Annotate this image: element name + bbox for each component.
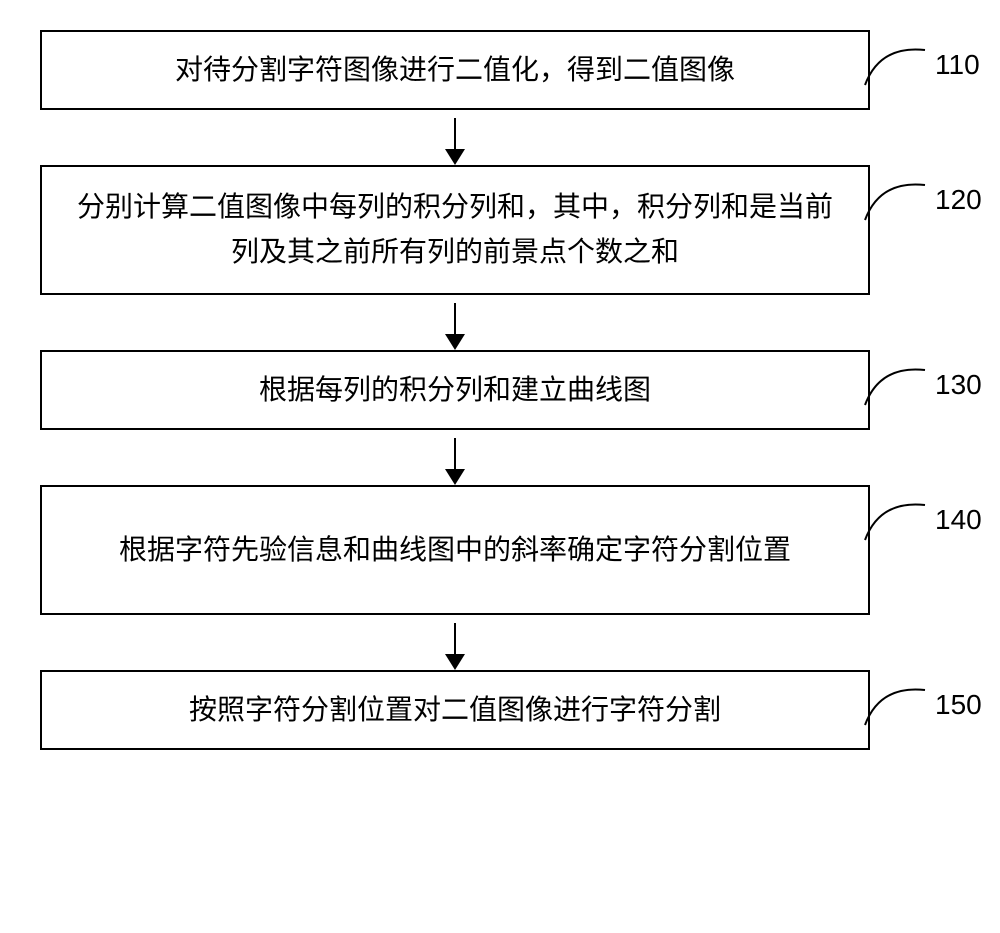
label-text: 140: [935, 504, 982, 536]
flowchart-box-1: 对待分割字符图像进行二值化，得到二值图像: [40, 30, 870, 110]
box-text: 对待分割字符图像进行二值化，得到二值图像: [175, 48, 735, 93]
label-group-2: 120: [860, 175, 982, 225]
arrow-1: [40, 110, 870, 165]
label-curve-icon: [860, 40, 930, 90]
box-text: 按照字符分割位置对二值图像进行字符分割: [189, 688, 721, 733]
label-curve-icon: [860, 175, 930, 225]
box-text: 根据每列的积分列和建立曲线图: [259, 368, 651, 413]
label-group-3: 130: [860, 360, 982, 410]
flowchart-box-2: 分别计算二值图像中每列的积分列和，其中，积分列和是当前列及其之前所有列的前景点个…: [40, 165, 870, 295]
label-group-1: 110: [860, 40, 980, 90]
label-curve-icon: [860, 495, 930, 545]
flowchart-box-4: 根据字符先验信息和曲线图中的斜率确定字符分割位置: [40, 485, 870, 615]
label-curve-icon: [860, 680, 930, 730]
label-curve-icon: [860, 360, 930, 410]
label-text: 110: [935, 49, 980, 81]
box-text: 分别计算二值图像中每列的积分列和，其中，积分列和是当前列及其之前所有列的前景点个…: [72, 185, 838, 275]
arrow-4: [40, 615, 870, 670]
arrow-3: [40, 430, 870, 485]
label-text: 130: [935, 369, 982, 401]
flowchart-box-3: 根据每列的积分列和建立曲线图: [40, 350, 870, 430]
label-group-4: 140: [860, 495, 982, 545]
label-group-5: 150: [860, 680, 982, 730]
label-text: 120: [935, 184, 982, 216]
label-text: 150: [935, 689, 982, 721]
flowchart-box-5: 按照字符分割位置对二值图像进行字符分割: [40, 670, 870, 750]
box-text: 根据字符先验信息和曲线图中的斜率确定字符分割位置: [119, 528, 791, 573]
flowchart-container: 对待分割字符图像进行二值化，得到二值图像 110 分别计算二值图像中每列的积分列…: [40, 30, 960, 750]
arrow-2: [40, 295, 870, 350]
